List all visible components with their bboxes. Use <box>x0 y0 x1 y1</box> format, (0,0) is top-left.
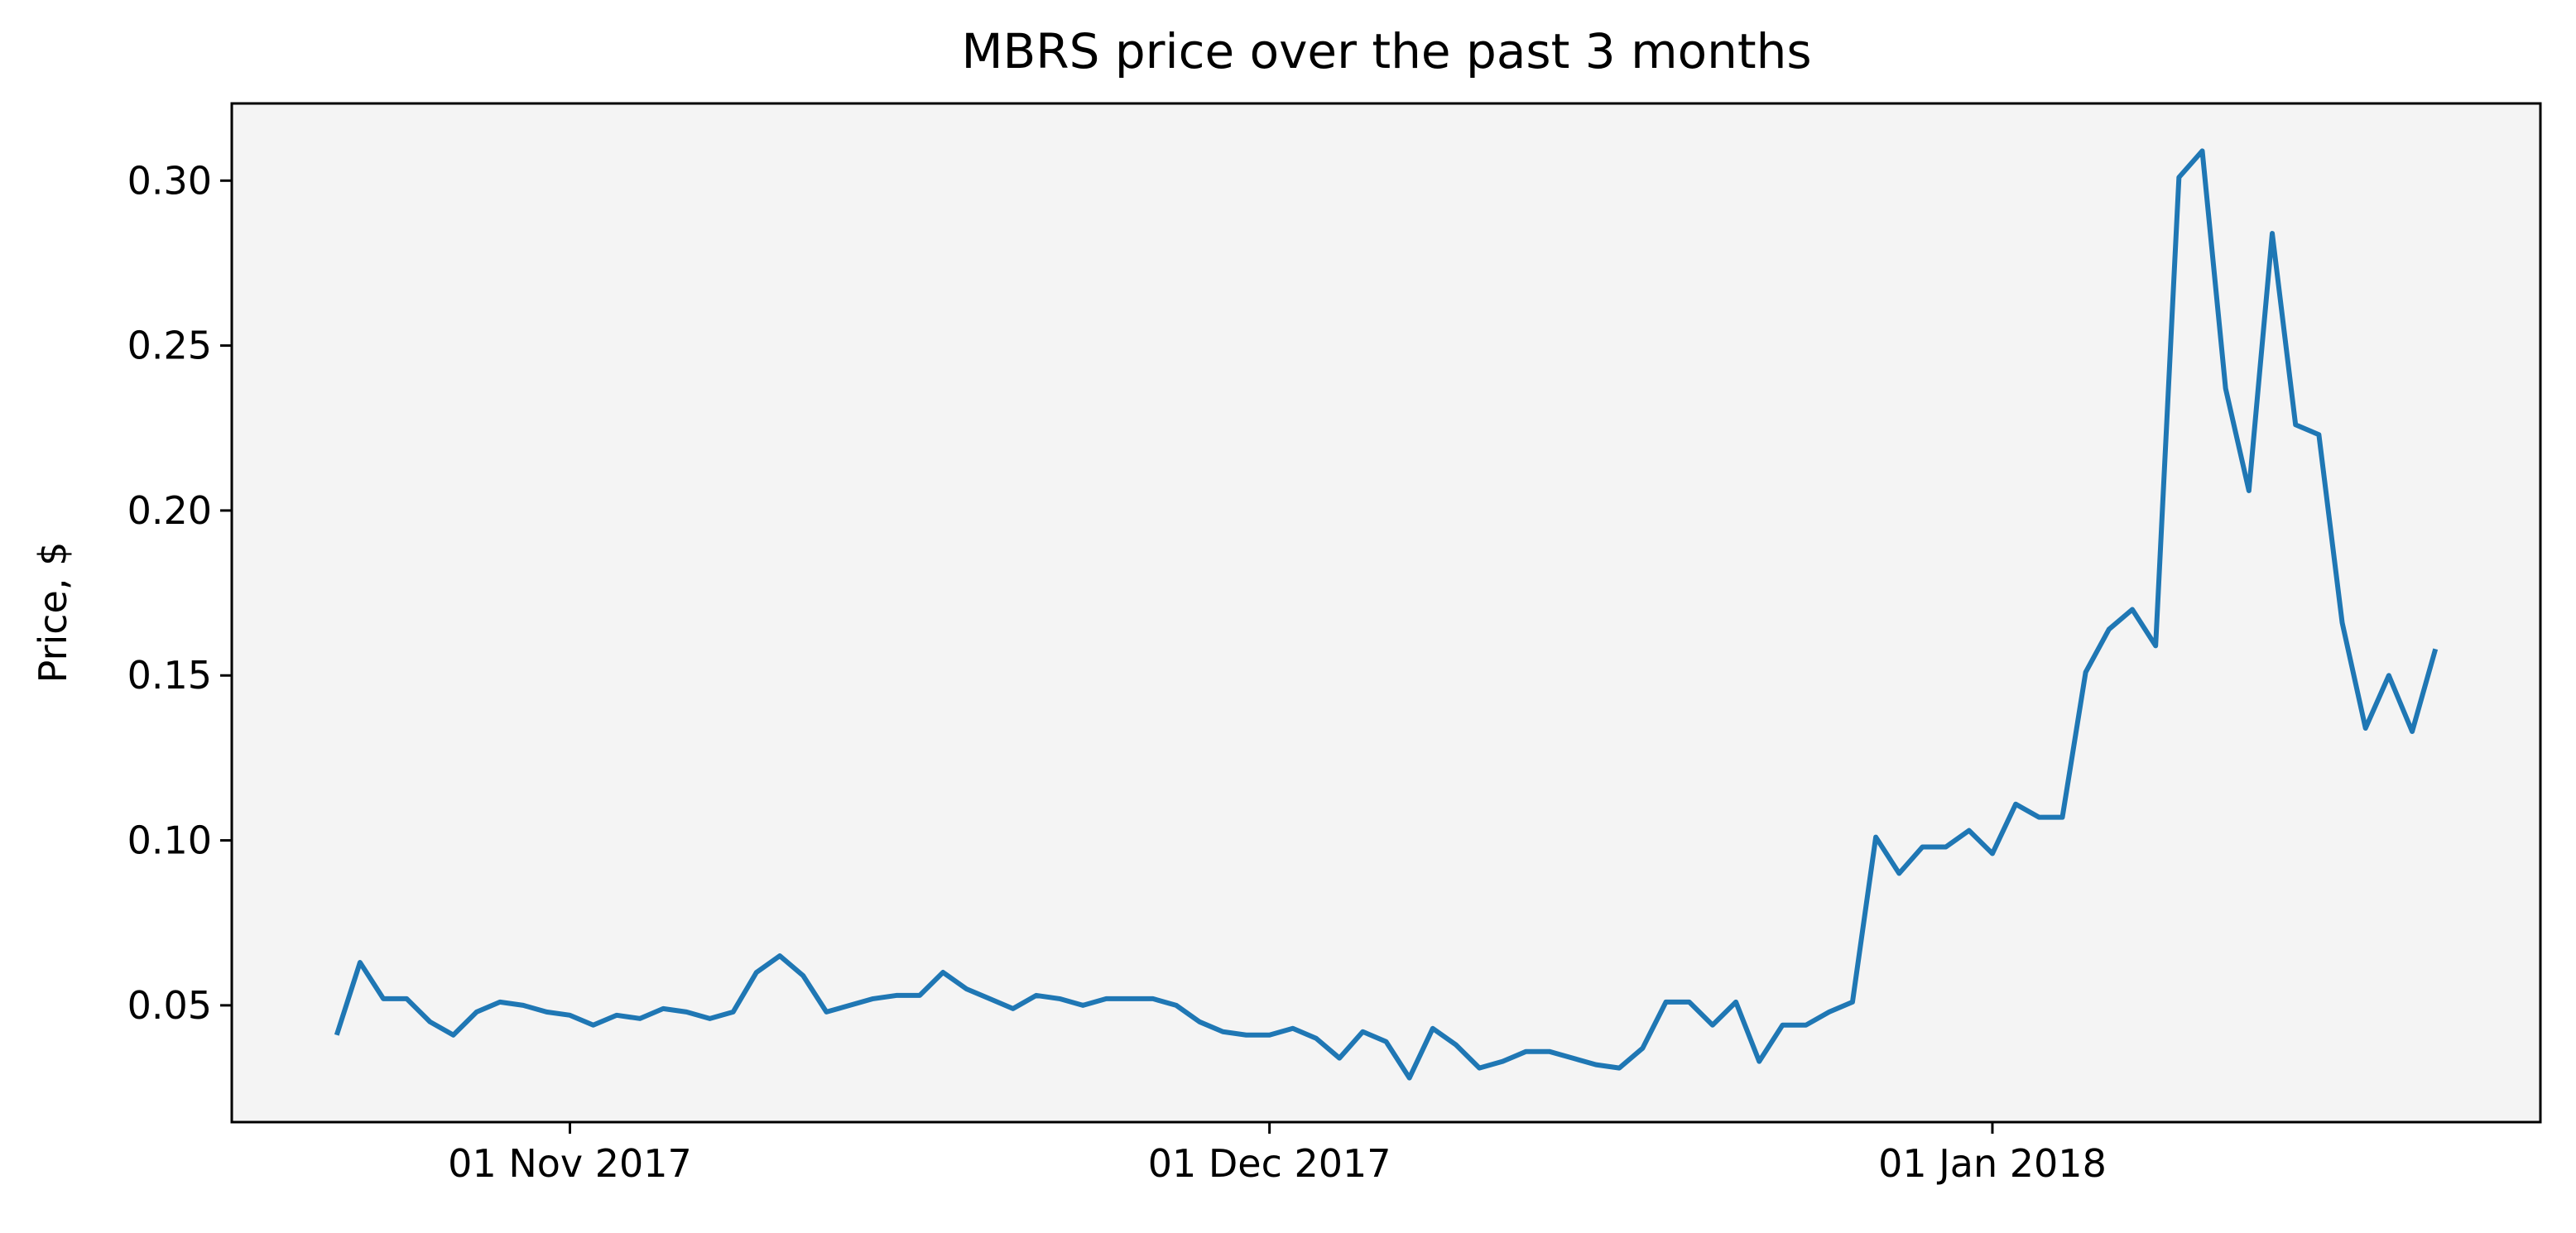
axes-frame <box>230 102 2542 1124</box>
y-tick-label: 0.30 <box>127 158 212 203</box>
y-tick-label: 0.10 <box>127 818 212 863</box>
y-tick-label: 0.15 <box>127 653 212 698</box>
x-tick-label: 01 Nov 2017 <box>448 1141 692 1186</box>
x-tick-label: 01 Jan 2018 <box>1878 1141 2107 1186</box>
chart-title: MBRS price over the past 3 months <box>961 23 1811 79</box>
plot-area <box>232 103 2540 1122</box>
y-tick-label: 0.05 <box>127 983 212 1028</box>
price-line <box>334 148 2439 1081</box>
y-tick-label: 0.20 <box>127 488 212 533</box>
x-tick-label: 01 Dec 2017 <box>1148 1141 1391 1186</box>
y-axis-label: Price, $ <box>31 542 75 684</box>
y-tick-label: 0.25 <box>127 324 212 368</box>
